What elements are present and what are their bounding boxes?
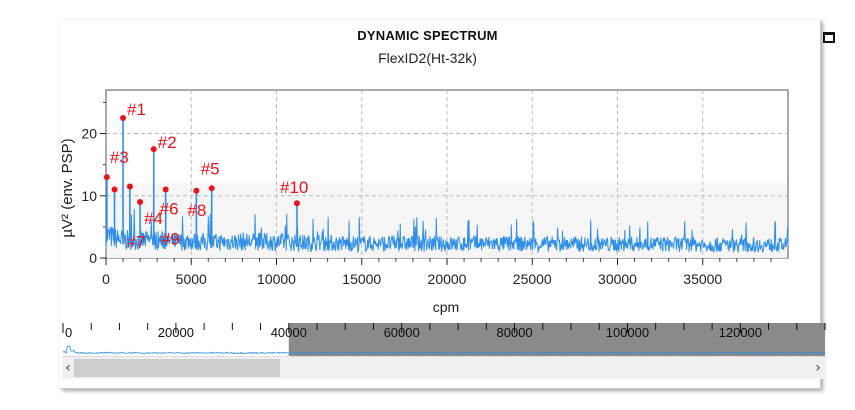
- peak-label: #6: [160, 200, 179, 219]
- peak-marker: [137, 199, 144, 205]
- peak-label: #10: [280, 178, 308, 197]
- peak-marker: [111, 186, 118, 193]
- overview-tick-label: 120000: [719, 325, 762, 340]
- scrollbar-thumb[interactable]: [74, 359, 280, 377]
- overview-tick-label: 80000: [496, 325, 532, 340]
- axes: 0 5000 10000 15000 20000 25000 30000 35000 0 10 20: [81, 101, 772, 287]
- peak-marker: [103, 174, 110, 181]
- peak-marker: [162, 186, 169, 193]
- scroll-left-button[interactable]: ‹: [65, 360, 71, 376]
- overview-tick-label: 20000: [158, 325, 194, 340]
- x-tick-label: 35000: [683, 271, 722, 287]
- x-tick-label: 5000: [176, 271, 207, 287]
- y-tick-label: 10: [81, 188, 97, 204]
- overview-navigator[interactable]: 0 20000 40000 60000 80000 100000 120000: [62, 323, 826, 356]
- peak-label: #9: [161, 229, 180, 248]
- maximize-icon[interactable]: [823, 32, 835, 43]
- peak-marker: [120, 115, 127, 121]
- peak-label: #2: [158, 133, 177, 152]
- peak-marker: [150, 146, 157, 153]
- x-tick-label: 25000: [513, 271, 552, 287]
- peak-marker: [126, 183, 133, 190]
- peak-marker: [293, 200, 300, 207]
- peak-marker: [208, 185, 215, 192]
- y-tick-label: 0: [89, 250, 97, 266]
- spectrum-series: [105, 209, 789, 254]
- peak-marker: [193, 187, 200, 194]
- y-tick-label: 20: [81, 126, 97, 142]
- peak-label: #1: [127, 100, 146, 119]
- peak-label: #3: [110, 148, 129, 167]
- chart-title: FlexID2(Ht-32k): [378, 50, 477, 66]
- peak-label: #4: [144, 209, 163, 228]
- spectrum-trace: [105, 209, 789, 254]
- peak-label: #8: [187, 201, 206, 220]
- peak-label: #5: [201, 159, 220, 178]
- peak-markers: #1 #2 #3 #4 #5 #6 #7 #8 #9 #10: [103, 100, 308, 252]
- x-tick-label: 10000: [257, 271, 296, 287]
- overview-tick-label: 60000: [384, 325, 420, 340]
- peak-label: #7: [127, 233, 146, 252]
- x-tick-label: 15000: [342, 271, 381, 287]
- overview-tick-label: 40000: [271, 325, 307, 340]
- y-axis-label: µV² (env. PSP): [59, 138, 76, 237]
- horizontal-scrollbar[interactable]: ‹ ›: [62, 356, 826, 379]
- x-tick-label: 20000: [428, 271, 467, 287]
- x-axis-label: cpm: [433, 299, 459, 315]
- overview-trace: [62, 345, 826, 355]
- x-tick-label: 0: [102, 271, 110, 287]
- window-title: DYNAMIC SPECTRUM: [357, 28, 498, 43]
- scroll-right-button[interactable]: ›: [815, 360, 821, 376]
- overview-tick-label: 100000: [606, 325, 649, 340]
- overview-tick-label: 0: [65, 325, 72, 340]
- x-tick-label: 30000: [598, 271, 637, 287]
